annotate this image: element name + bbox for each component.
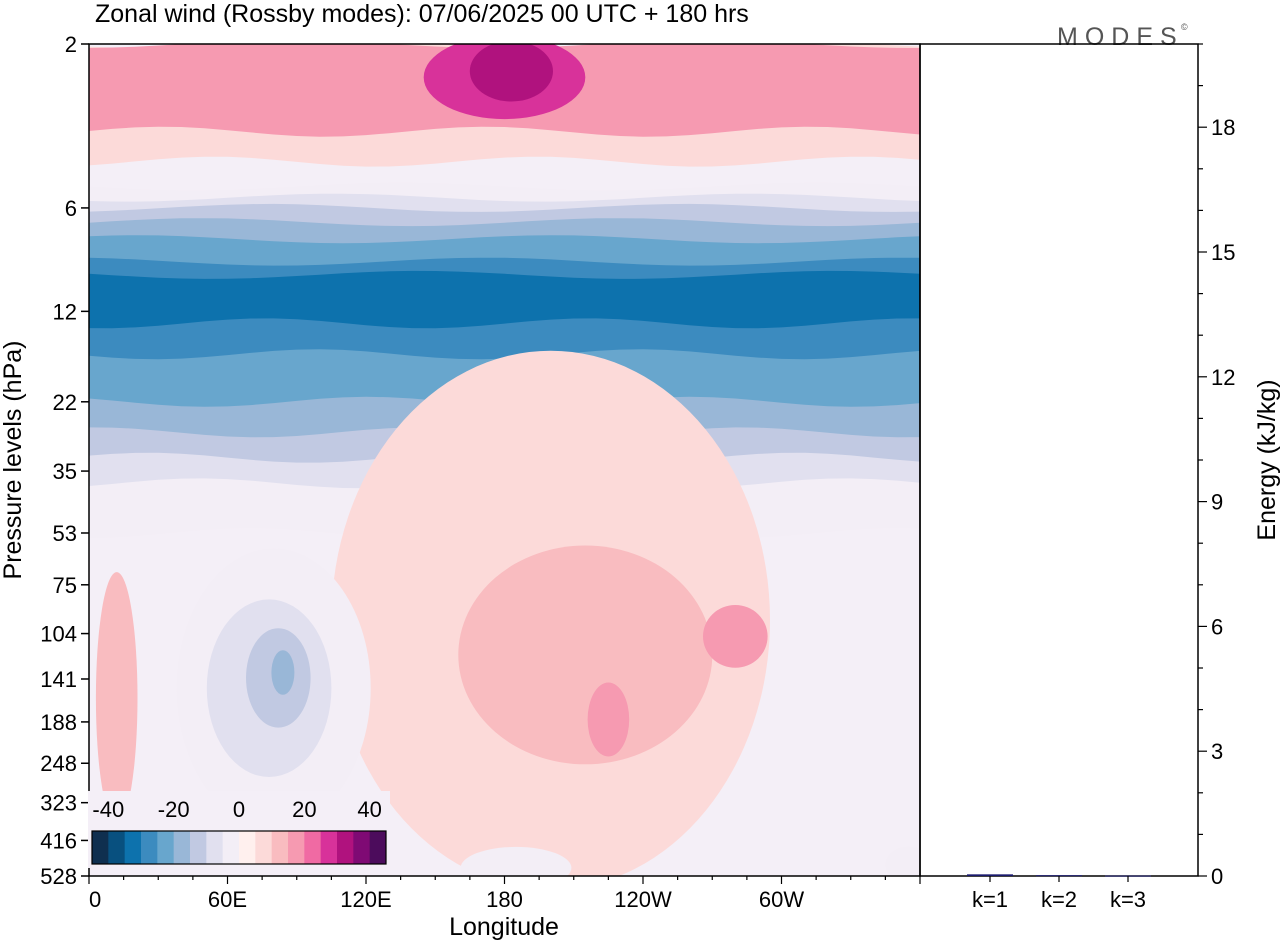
pressure-axis: 2 6 12 22 35 53 75 104 141 188 248 323 416 528 [40,32,89,889]
wind-anomaly-12 [885,846,920,876]
energy-panel: 0 3 6 9 12 15 18 k=1 k=2 k=3 [919,43,1235,912]
pressure-tick-label: 22 [53,390,77,415]
colorbar-label: 20 [292,797,316,822]
energy-frame [919,43,1199,877]
colorbar-swatch [141,831,158,864]
pressure-tick-label: 323 [40,791,77,816]
colorbar-swatch [92,831,109,864]
longitude-tick-label: 60W [759,887,804,912]
wind-anomaly-1 [469,44,553,102]
colorbar-swatch [288,831,305,864]
energy-bar [967,874,1013,876]
pressure-tick-label: 528 [40,864,77,889]
wind-anomaly-11 [460,846,572,876]
logo-text: MODES [1057,23,1184,51]
wind-anomaly-5 [587,682,630,757]
colorbar-swatch [353,831,371,864]
colorbar-label: -40 [92,797,124,822]
energy-tick-label: 0 [1211,864,1223,889]
pressure-tick-label: 35 [53,459,77,484]
pressure-tick-label: 416 [40,828,77,853]
colorbar-swatch [108,831,126,864]
colorbar-frame [91,830,387,865]
colorbar-label: 0 [233,797,245,822]
colorbar-swatch [320,831,338,864]
longitude-tick-label: 0 [89,887,101,912]
pressure-tick-label: 248 [40,751,77,776]
energy-tick-label: 15 [1211,240,1235,265]
energy-tick-label: 3 [1211,739,1223,764]
pressure-tick-label: 141 [40,667,77,692]
colorbar-swatch [222,831,240,864]
energy-tick-label: 12 [1211,365,1235,390]
colorbar-swatch [206,831,224,864]
energy-tick-label: 18 [1211,115,1235,140]
colorbar-swatch [239,831,256,864]
pressure-tick-label: 53 [53,521,77,546]
wind-band-6 [89,270,920,329]
longitude-tick-label: 120E [340,887,391,912]
longitude-tick-label: 180 [486,887,523,912]
energy-axis-label: Energy (kJ/kg) [1253,379,1280,540]
modes-logo: MODES © [1057,22,1188,51]
longitude-axis: 0 60E 120E 180 120W 60W [88,876,921,912]
y-axis-label: Pressure levels (hPa) [0,341,27,580]
energy-bar [1036,875,1082,877]
colorbar-swatch [124,831,142,864]
colorbar-swatch [271,831,289,864]
energy-bar-label: k=2 [1041,887,1077,912]
pressure-tick-label: 104 [40,622,77,647]
logo-mark: © [1181,22,1188,32]
pressure-tick-label: 6 [65,196,77,221]
pressure-tick-label: 12 [53,299,77,324]
wind-anomaly-10 [271,650,295,695]
longitude-tick-label: 120W [614,887,672,912]
wind-anomaly-6 [95,572,138,824]
colorbar-label: 40 [357,797,381,822]
colorbar: -40 -20 0 20 40 [88,791,390,868]
wind-anomaly-4 [703,605,768,668]
longitude-tick-label: 60E [208,887,247,912]
pressure-tick-label: 2 [65,32,77,57]
colorbar-label: -20 [158,797,190,822]
colorbar-swatch [190,831,207,864]
colorbar-swatch [304,831,322,864]
heatmap-area [89,44,920,876]
wind-anomaly-3 [458,545,713,765]
energy-bar-label: k=3 [1110,887,1146,912]
pressure-tick-label: 75 [53,573,77,598]
colorbar-swatch [337,831,354,864]
colorbar-swatch [369,831,387,864]
colorbar-swatch [173,831,191,864]
colorbar-swatch [255,831,273,864]
colorbar-swatch [157,831,175,864]
x-axis-label: Longitude [449,913,559,941]
pressure-tick-label: 188 [40,710,77,735]
chart-title: Zonal wind (Rossby modes): 07/06/2025 00… [95,0,749,28]
energy-tick-label: 9 [1211,490,1223,515]
energy-bar-label: k=1 [972,887,1008,912]
energy-tick-label: 6 [1211,614,1223,639]
